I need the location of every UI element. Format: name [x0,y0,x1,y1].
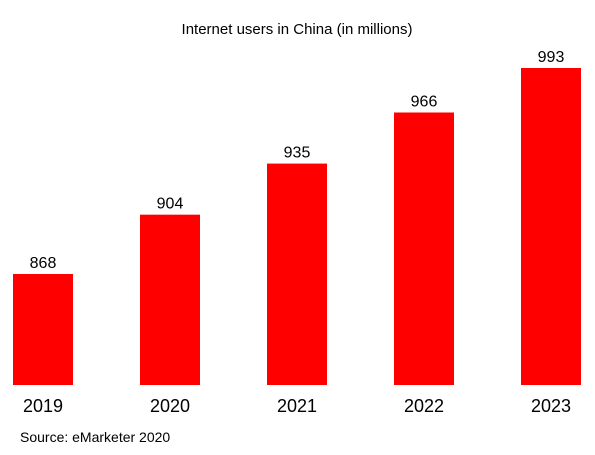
x-axis-tick-labels: 2019 2020 2021 2022 2023 [23,396,571,416]
tick-label-2020: 2020 [150,396,190,416]
bar-2021 [267,163,327,385]
tick-label-2022: 2022 [404,396,444,416]
bar-2023 [521,68,581,385]
bar-2019 [13,274,73,385]
value-label-2020: 904 [157,196,184,213]
bar-2020 [140,214,200,385]
value-labels-group: 868 904 935 966 993 [30,49,565,272]
tick-label-2021: 2021 [277,396,317,416]
bar-2022 [394,112,454,385]
value-label-2023: 993 [538,49,565,66]
tick-label-2023: 2023 [531,396,571,416]
bars-group [13,68,581,385]
tick-label-2019: 2019 [23,396,63,416]
source-note: Source: eMarketer 2020 [20,429,171,445]
value-label-2019: 868 [30,255,57,272]
value-label-2022: 966 [411,93,438,110]
value-label-2021: 935 [284,145,311,162]
chart-title: Internet users in China (in millions) [182,21,413,38]
